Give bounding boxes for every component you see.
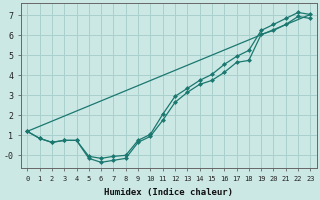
X-axis label: Humidex (Indice chaleur): Humidex (Indice chaleur) — [104, 188, 233, 197]
